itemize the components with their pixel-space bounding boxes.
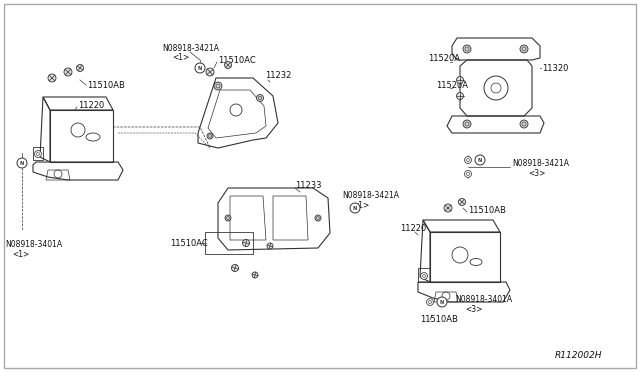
Text: 11510AC: 11510AC [218,55,256,64]
Text: N: N [20,160,24,166]
Text: <1>: <1> [172,52,189,61]
Text: N08918-3421A: N08918-3421A [162,44,219,52]
Circle shape [315,215,321,221]
Text: 11520A: 11520A [436,80,468,90]
Circle shape [456,93,463,99]
Circle shape [422,275,426,278]
Circle shape [350,203,360,213]
Circle shape [444,204,452,212]
Text: N: N [198,65,202,71]
Circle shape [520,120,528,128]
Circle shape [437,297,447,307]
Circle shape [225,215,231,221]
Circle shape [206,68,214,76]
Circle shape [64,68,72,76]
Circle shape [195,63,205,73]
Circle shape [463,120,471,128]
Circle shape [243,240,250,247]
Circle shape [17,158,27,168]
Text: N08918-3401A: N08918-3401A [455,295,512,304]
Circle shape [77,64,83,71]
Text: 11232: 11232 [265,71,291,80]
Circle shape [232,264,239,272]
Text: 11520A: 11520A [428,54,460,62]
Circle shape [429,301,431,304]
Text: 11510AC: 11510AC [170,238,208,247]
Circle shape [35,151,42,157]
Text: <1>: <1> [352,201,369,209]
Text: 11510AB: 11510AB [468,205,506,215]
Text: <1>: <1> [12,250,29,259]
Text: 11320: 11320 [542,64,568,73]
Text: N: N [478,157,482,163]
Text: 11220: 11220 [78,100,104,109]
Circle shape [467,158,469,161]
Circle shape [458,199,465,205]
Circle shape [225,61,232,68]
Circle shape [48,74,56,82]
Circle shape [520,45,528,53]
Text: 11510AB: 11510AB [420,315,458,324]
Circle shape [214,82,222,90]
Circle shape [267,243,273,249]
Circle shape [252,272,258,278]
Circle shape [420,273,428,279]
Text: N08918-3421A: N08918-3421A [512,158,569,167]
Text: <3>: <3> [528,169,545,177]
Circle shape [465,170,472,177]
Circle shape [426,298,433,305]
Text: R112002H: R112002H [555,350,602,359]
Circle shape [475,155,485,165]
Circle shape [467,173,469,176]
Circle shape [456,77,463,83]
Circle shape [207,133,213,139]
Circle shape [36,153,40,155]
Text: 11233: 11233 [295,180,321,189]
Circle shape [257,94,264,102]
Circle shape [465,157,472,164]
Text: 11220: 11220 [400,224,426,232]
Text: N08918-3401A: N08918-3401A [5,240,62,249]
Circle shape [463,45,471,53]
Text: N: N [353,205,357,211]
Text: N: N [440,299,444,305]
Text: <3>: <3> [465,305,483,314]
Text: N08918-3421A: N08918-3421A [342,190,399,199]
Text: 11510AB: 11510AB [87,80,125,90]
Bar [205,232,253,254]
